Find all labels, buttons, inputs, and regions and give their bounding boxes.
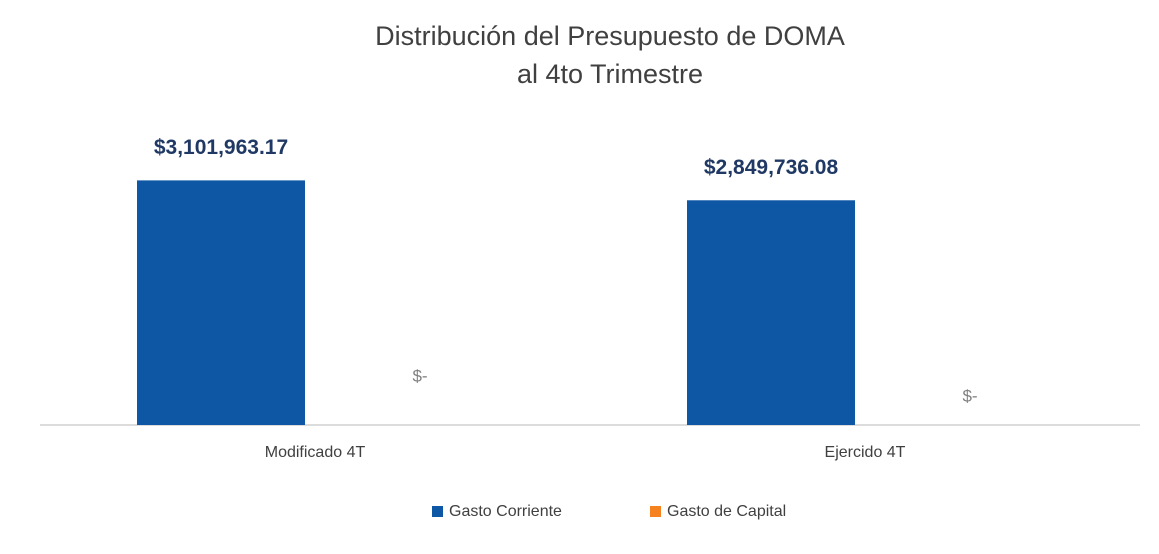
bar bbox=[137, 180, 305, 425]
data-label: $- bbox=[412, 366, 427, 385]
legend-swatch bbox=[432, 506, 443, 517]
x-tick-label: Modificado 4T bbox=[265, 444, 366, 461]
legend-swatch bbox=[650, 506, 661, 517]
chart-title: al 4to Trimestre bbox=[517, 59, 703, 89]
bar bbox=[687, 200, 855, 425]
legend-label: Gasto de Capital bbox=[667, 503, 786, 520]
legend-label: Gasto Corriente bbox=[449, 503, 562, 520]
data-label: $3,101,963.17 bbox=[154, 136, 288, 159]
chart-title: Distribución del Presupuesto de DOMA bbox=[375, 21, 845, 51]
data-label: $2,849,736.08 bbox=[704, 156, 839, 179]
x-tick-label: Ejercido 4T bbox=[825, 444, 906, 461]
data-label: $- bbox=[962, 386, 977, 405]
